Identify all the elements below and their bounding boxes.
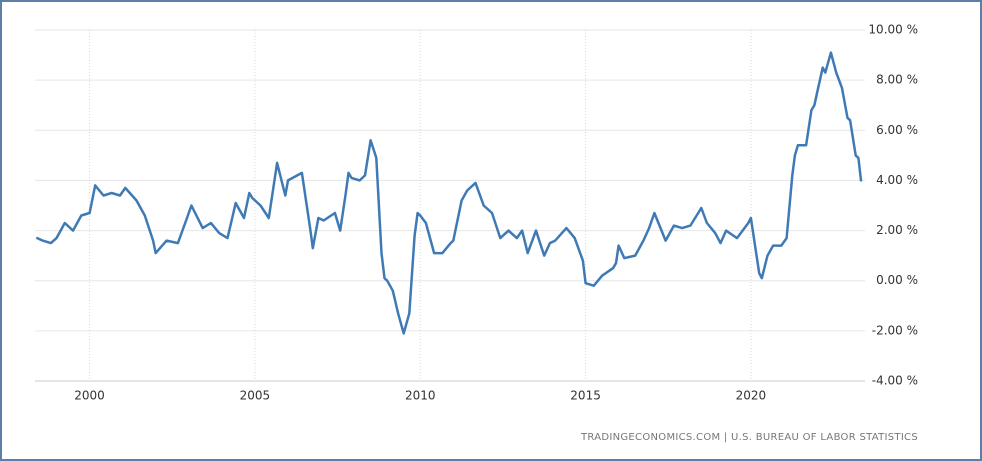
y-tick-label: 2.00 %	[876, 223, 918, 237]
x-tick-label: 2020	[736, 389, 767, 403]
y-tick-label: -4.00 %	[872, 374, 918, 388]
y-tick-label: 10.00 %	[868, 23, 918, 37]
x-tick-label: 2015	[570, 389, 601, 403]
y-tick-label: -2.00 %	[872, 323, 918, 337]
y-tick-label: 6.00 %	[876, 123, 918, 137]
x-tick-label: 2000	[74, 389, 105, 403]
y-tick-label: 4.00 %	[876, 173, 918, 187]
y-tick-label: 0.00 %	[876, 273, 918, 287]
source: TRADINGECONOMICS.COM | U.S. BUREAU OF LA…	[580, 432, 918, 443]
x-tick-label: 2010	[405, 389, 436, 403]
x-tick-label: 2005	[240, 389, 271, 403]
y-tick-label: 8.00 %	[876, 73, 918, 87]
line-series	[36, 51, 863, 335]
